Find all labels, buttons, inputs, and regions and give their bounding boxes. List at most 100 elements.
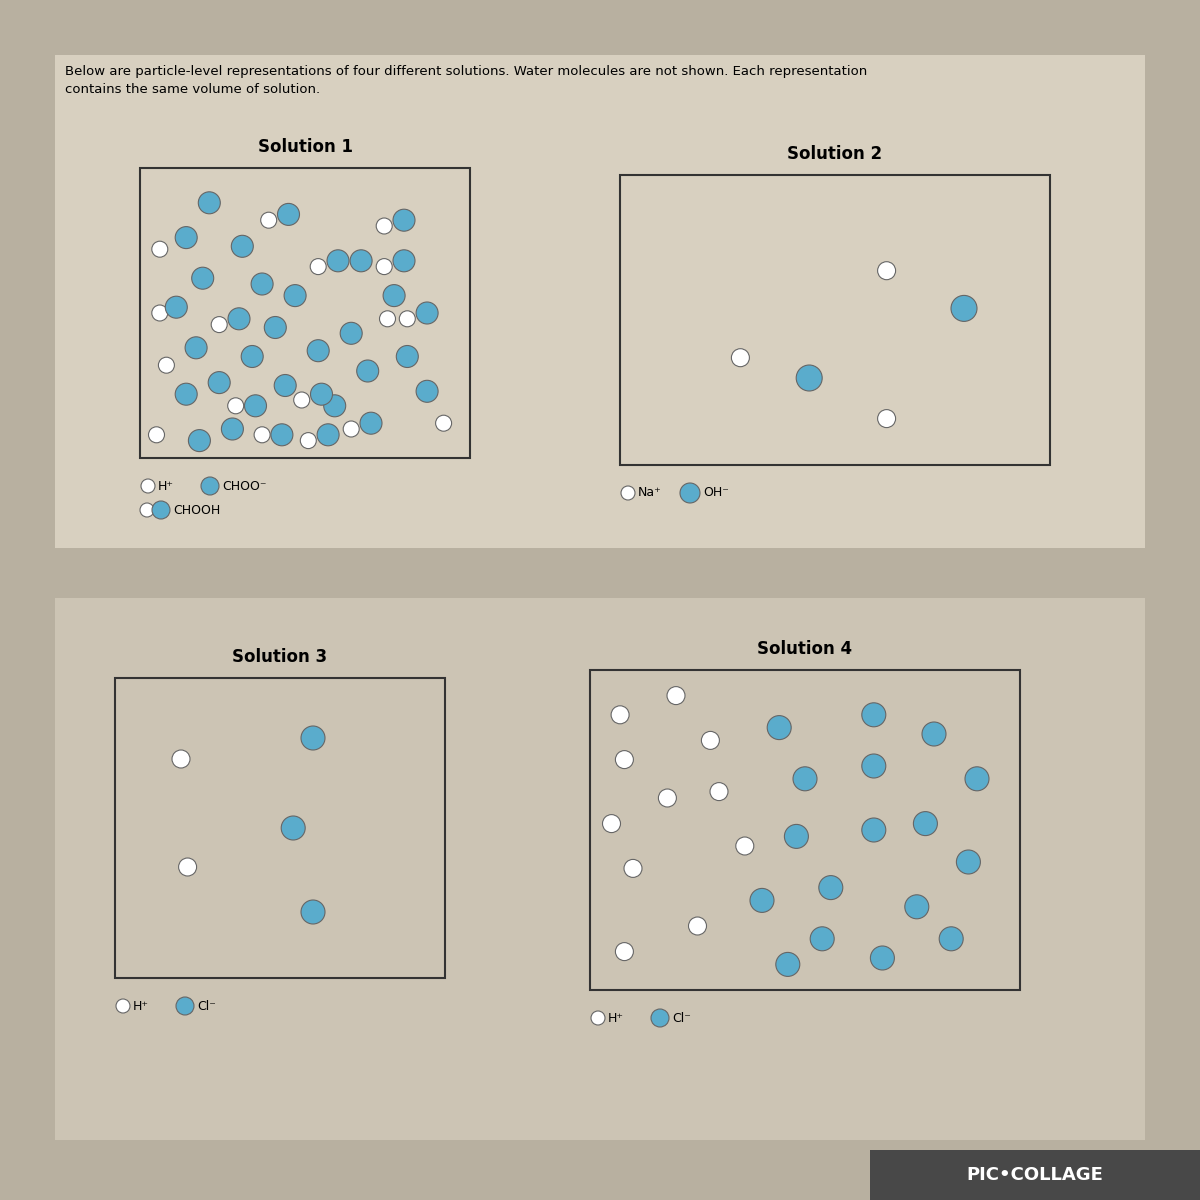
Circle shape [228, 307, 250, 330]
Text: Below are particle-level representations of four different solutions. Water mole: Below are particle-level representations… [65, 65, 868, 78]
Circle shape [142, 479, 155, 493]
Circle shape [592, 1010, 605, 1025]
Circle shape [209, 372, 230, 394]
Circle shape [326, 250, 349, 271]
Circle shape [274, 374, 296, 396]
Circle shape [905, 895, 929, 919]
Bar [620, 175, 1050, 464]
Circle shape [311, 258, 326, 275]
Circle shape [689, 917, 707, 935]
Circle shape [172, 750, 190, 768]
Circle shape [616, 943, 634, 960]
Text: Cl⁻: Cl⁻ [197, 1000, 216, 1013]
Circle shape [436, 415, 451, 431]
Circle shape [175, 383, 197, 406]
Circle shape [277, 203, 300, 226]
Circle shape [260, 212, 277, 228]
Circle shape [377, 218, 392, 234]
Circle shape [140, 503, 154, 517]
Circle shape [152, 241, 168, 257]
Circle shape [188, 430, 210, 451]
Circle shape [264, 317, 287, 338]
Circle shape [149, 427, 164, 443]
Circle shape [922, 722, 946, 746]
Text: CHOOH: CHOOH [173, 504, 221, 516]
Circle shape [416, 302, 438, 324]
Circle shape [179, 858, 197, 876]
Circle shape [810, 926, 834, 950]
Circle shape [301, 900, 325, 924]
Circle shape [913, 811, 937, 835]
Circle shape [232, 235, 253, 257]
Circle shape [396, 346, 419, 367]
Text: CHOO⁻: CHOO⁻ [222, 480, 266, 492]
Circle shape [862, 703, 886, 727]
Circle shape [202, 476, 220, 494]
Text: Cl⁻: Cl⁻ [672, 1012, 691, 1025]
Circle shape [341, 323, 362, 344]
Circle shape [281, 816, 305, 840]
Circle shape [166, 296, 187, 318]
Circle shape [862, 818, 886, 842]
Circle shape [785, 824, 809, 848]
Text: contains the same volume of solution.: contains the same volume of solution. [65, 83, 320, 96]
Circle shape [383, 284, 406, 306]
Circle shape [241, 346, 263, 367]
Circle shape [294, 392, 310, 408]
Text: Na⁺: Na⁺ [638, 486, 661, 499]
Circle shape [667, 686, 685, 704]
Circle shape [877, 262, 895, 280]
Circle shape [228, 397, 244, 414]
Circle shape [116, 998, 130, 1013]
Circle shape [307, 340, 329, 361]
Circle shape [360, 412, 382, 434]
Text: H⁺: H⁺ [608, 1012, 624, 1025]
Circle shape [254, 427, 270, 443]
Text: Solution 2: Solution 2 [787, 145, 882, 163]
Circle shape [324, 395, 346, 416]
Circle shape [152, 502, 170, 518]
Text: H⁺: H⁺ [133, 1000, 149, 1013]
Circle shape [650, 1009, 670, 1027]
Bar [115, 678, 445, 978]
Circle shape [251, 272, 274, 295]
Bar [55, 55, 1145, 548]
Bar [590, 670, 1020, 990]
Circle shape [877, 409, 895, 427]
Circle shape [271, 424, 293, 445]
Circle shape [732, 349, 749, 367]
Circle shape [736, 838, 754, 854]
Circle shape [818, 876, 842, 900]
Circle shape [394, 250, 415, 271]
Circle shape [965, 767, 989, 791]
Circle shape [710, 782, 728, 800]
Circle shape [797, 365, 822, 391]
Circle shape [245, 395, 266, 416]
Text: OH⁻: OH⁻ [703, 486, 728, 499]
Circle shape [767, 715, 791, 739]
Bar [140, 168, 470, 458]
Circle shape [222, 418, 244, 440]
Circle shape [956, 850, 980, 874]
Circle shape [616, 751, 634, 769]
Circle shape [152, 305, 168, 320]
Circle shape [775, 953, 799, 977]
Circle shape [377, 258, 392, 275]
Circle shape [400, 311, 415, 326]
Circle shape [356, 360, 379, 382]
Text: Solution 1: Solution 1 [258, 138, 353, 156]
Text: PIC•COLLAGE: PIC•COLLAGE [966, 1166, 1104, 1184]
Circle shape [185, 337, 208, 359]
Circle shape [793, 767, 817, 791]
Circle shape [394, 209, 415, 232]
Circle shape [379, 311, 396, 326]
Circle shape [211, 317, 227, 332]
Circle shape [602, 815, 620, 833]
Circle shape [940, 926, 964, 950]
Circle shape [416, 380, 438, 402]
Circle shape [284, 284, 306, 306]
Circle shape [659, 790, 677, 806]
Circle shape [176, 997, 194, 1015]
Circle shape [192, 268, 214, 289]
Text: Solution 3: Solution 3 [233, 648, 328, 666]
